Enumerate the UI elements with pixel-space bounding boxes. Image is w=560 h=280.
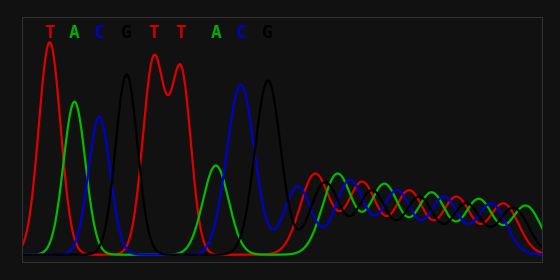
Text: G: G — [121, 24, 132, 42]
Text: A: A — [211, 24, 221, 42]
Text: T: T — [176, 24, 186, 42]
Text: C: C — [235, 24, 246, 42]
Text: G: G — [263, 24, 273, 42]
Text: T: T — [44, 24, 55, 42]
Text: C: C — [94, 24, 105, 42]
Text: T: T — [148, 24, 159, 42]
Text: A: A — [69, 24, 80, 42]
